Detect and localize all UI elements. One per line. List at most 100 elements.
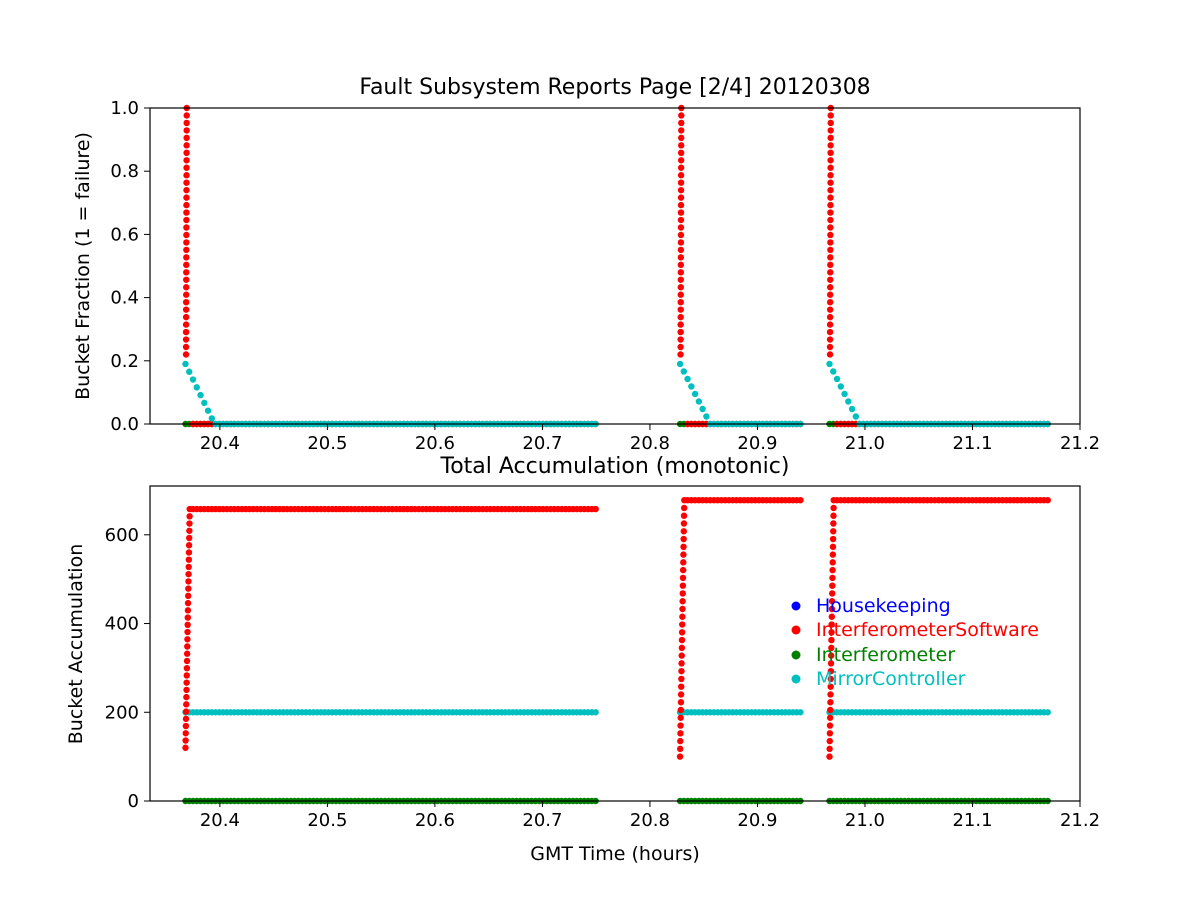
bottom-point-interferometersoftware bbox=[678, 683, 685, 690]
top-point-interferometersoftware bbox=[183, 134, 190, 142]
bottom-plot-ylabel: Bucket Accumulation bbox=[65, 544, 87, 745]
top-point-interferometersoftware bbox=[677, 209, 685, 216]
top-point-interferometersoftware bbox=[827, 201, 834, 209]
bottom-point-interferometersoftware bbox=[182, 744, 189, 751]
top-point-interferometersoftware bbox=[182, 321, 190, 328]
bottom-point-interferometersoftware bbox=[185, 556, 193, 563]
legend-label-interferometersoftware: InterferometerSoftware bbox=[816, 619, 1039, 641]
bottom-plot-title: Total Accumulation (monotonic) bbox=[440, 454, 790, 479]
bottom-point-interferometersoftware bbox=[186, 534, 193, 542]
top-point-mirrorcontroller bbox=[845, 398, 852, 405]
top-xtick-label: 21.0 bbox=[845, 433, 885, 454]
bottom-point-interferometersoftware bbox=[830, 512, 837, 519]
top-xtick-label: 20.5 bbox=[307, 433, 347, 454]
top-point-interferometersoftware bbox=[183, 119, 190, 127]
legend-marker-interferometersoftware bbox=[791, 625, 801, 635]
bottom-point-interferometersoftware bbox=[826, 745, 833, 753]
bottom-ytick-label: 600 bbox=[105, 525, 139, 546]
top-point-mirrorcontroller bbox=[848, 405, 856, 413]
top-ytick-label: 0.4 bbox=[110, 288, 139, 309]
top-point-interferometersoftware bbox=[827, 284, 834, 291]
bottom-point-interferometersoftware bbox=[680, 535, 687, 543]
top-ytick-label: 1.0 bbox=[110, 98, 139, 119]
bottom-point-interferometersoftware bbox=[183, 672, 190, 679]
top-point-interferometersoftware bbox=[678, 134, 685, 142]
bottom-xtick-label: 20.8 bbox=[630, 810, 670, 831]
top-point-interferometersoftware bbox=[827, 276, 834, 283]
bottom-point-interferometersoftware bbox=[184, 643, 191, 650]
top-point-interferometersoftware bbox=[827, 209, 834, 216]
bottom-point-interferometersoftware bbox=[830, 504, 837, 512]
bottom-plot: Total Accumulation (monotonic) Bucket Ac… bbox=[65, 454, 1100, 865]
bottom-point-interferometersoftware bbox=[680, 520, 688, 527]
top-point-interferometersoftware bbox=[677, 172, 685, 179]
bottom-point-interferometersoftware bbox=[829, 574, 836, 582]
bottom-point-interferometersoftware bbox=[186, 527, 193, 534]
bottom-xtick-label: 21.2 bbox=[1060, 810, 1100, 831]
bottom-point-interferometersoftware bbox=[185, 570, 192, 578]
bottom-point-interferometersoftware bbox=[184, 628, 191, 636]
top-point-interferometersoftware bbox=[677, 336, 684, 343]
bottom-point-interferometersoftware bbox=[676, 753, 684, 760]
top-point-mirrorcontroller bbox=[703, 413, 710, 420]
bottom-xtick-label: 21.0 bbox=[845, 810, 885, 831]
bottom-point-interferometersoftware bbox=[183, 679, 190, 686]
bottom-point-interferometersoftware bbox=[678, 644, 686, 652]
top-point-interferometersoftware bbox=[677, 231, 685, 239]
top-plot-frame bbox=[149, 107, 1081, 425]
bottom-point-interferometersoftware bbox=[677, 706, 685, 714]
bottom-point-interferometersoftware bbox=[679, 574, 687, 582]
bottom-point-interferometersoftware bbox=[679, 613, 686, 620]
top-ytick-label: 0.6 bbox=[110, 224, 139, 245]
top-point-mirrorcontroller bbox=[830, 368, 837, 375]
bottom-point-interferometersoftware bbox=[828, 613, 836, 620]
bottom-point-interferometersoftware bbox=[679, 590, 686, 597]
bottom-point-interferometersoftware bbox=[828, 636, 835, 644]
top-point-interferometersoftware bbox=[677, 186, 685, 194]
top-point-interferometersoftware bbox=[827, 127, 834, 134]
bottom-point-interferometersoftware bbox=[678, 652, 685, 659]
top-point-interferometersoftware bbox=[677, 201, 685, 209]
top-plot-title: Fault Subsystem Reports Page [2/4] 20120… bbox=[359, 75, 870, 100]
bottom-plot-xlabel: GMT Time (hours) bbox=[530, 843, 700, 865]
bottom-point-interferometersoftware bbox=[186, 513, 193, 520]
top-point-interferometersoftware bbox=[678, 127, 685, 134]
top-point-interferometersoftware bbox=[677, 269, 685, 276]
bottom-point-interferometersoftware bbox=[679, 566, 687, 574]
top-point-interferometersoftware bbox=[827, 224, 834, 231]
bottom-point-mirrorcontroller bbox=[592, 709, 599, 716]
top-point-interferometersoftware bbox=[827, 231, 834, 239]
top-point-interferometersoftware bbox=[827, 112, 834, 119]
bottom-point-interferometersoftware bbox=[186, 520, 193, 527]
top-ytick-label: 0.2 bbox=[110, 351, 139, 372]
bottom-point-interferometersoftware bbox=[182, 715, 190, 723]
bottom-point-interferometersoftware bbox=[829, 559, 836, 566]
bottom-ytick-label: 200 bbox=[105, 702, 139, 723]
bottom-point-interferometersoftware bbox=[1044, 497, 1051, 504]
bottom-ytick-label: 400 bbox=[105, 614, 139, 635]
legend-item-mirrorcontroller: MirrorController bbox=[791, 668, 966, 690]
top-point-mirrorcontroller bbox=[182, 360, 189, 368]
top-point-interferometersoftware bbox=[677, 224, 685, 231]
top-point-interferometersoftware bbox=[827, 119, 834, 127]
top-plot-ticks: 20.4 20.5 20.6 20.7 20.8 20.9 21.0 21.1 21.2 0.0 0… bbox=[110, 98, 1100, 454]
bottom-point-interferometersoftware bbox=[184, 621, 191, 628]
bottom-point-interferometersoftware bbox=[183, 686, 190, 694]
top-point-interferometersoftware bbox=[826, 351, 834, 358]
top-point-interferometersoftware bbox=[827, 179, 834, 186]
top-point-interferometersoftware bbox=[677, 142, 685, 149]
bottom-point-interferometersoftware bbox=[679, 605, 686, 613]
top-point-interferometersoftware bbox=[183, 149, 190, 157]
top-point-interferometersoftware bbox=[182, 351, 190, 358]
top-point-interferometersoftware bbox=[183, 231, 190, 239]
top-point-interferometersoftware bbox=[677, 299, 684, 306]
top-point-interferometersoftware bbox=[183, 224, 190, 231]
top-point-mirrorcontroller bbox=[837, 383, 844, 390]
bottom-point-interferometersoftware bbox=[827, 675, 834, 683]
bottom-point-interferometersoftware bbox=[829, 582, 836, 589]
top-point-interferometersoftware bbox=[827, 269, 834, 276]
legend-marker-mirrorcontroller bbox=[791, 674, 801, 684]
top-point-mirrorcontroller bbox=[852, 413, 860, 420]
top-xtick-label: 20.7 bbox=[522, 433, 562, 454]
top-point-interferometersoftware bbox=[677, 254, 685, 261]
